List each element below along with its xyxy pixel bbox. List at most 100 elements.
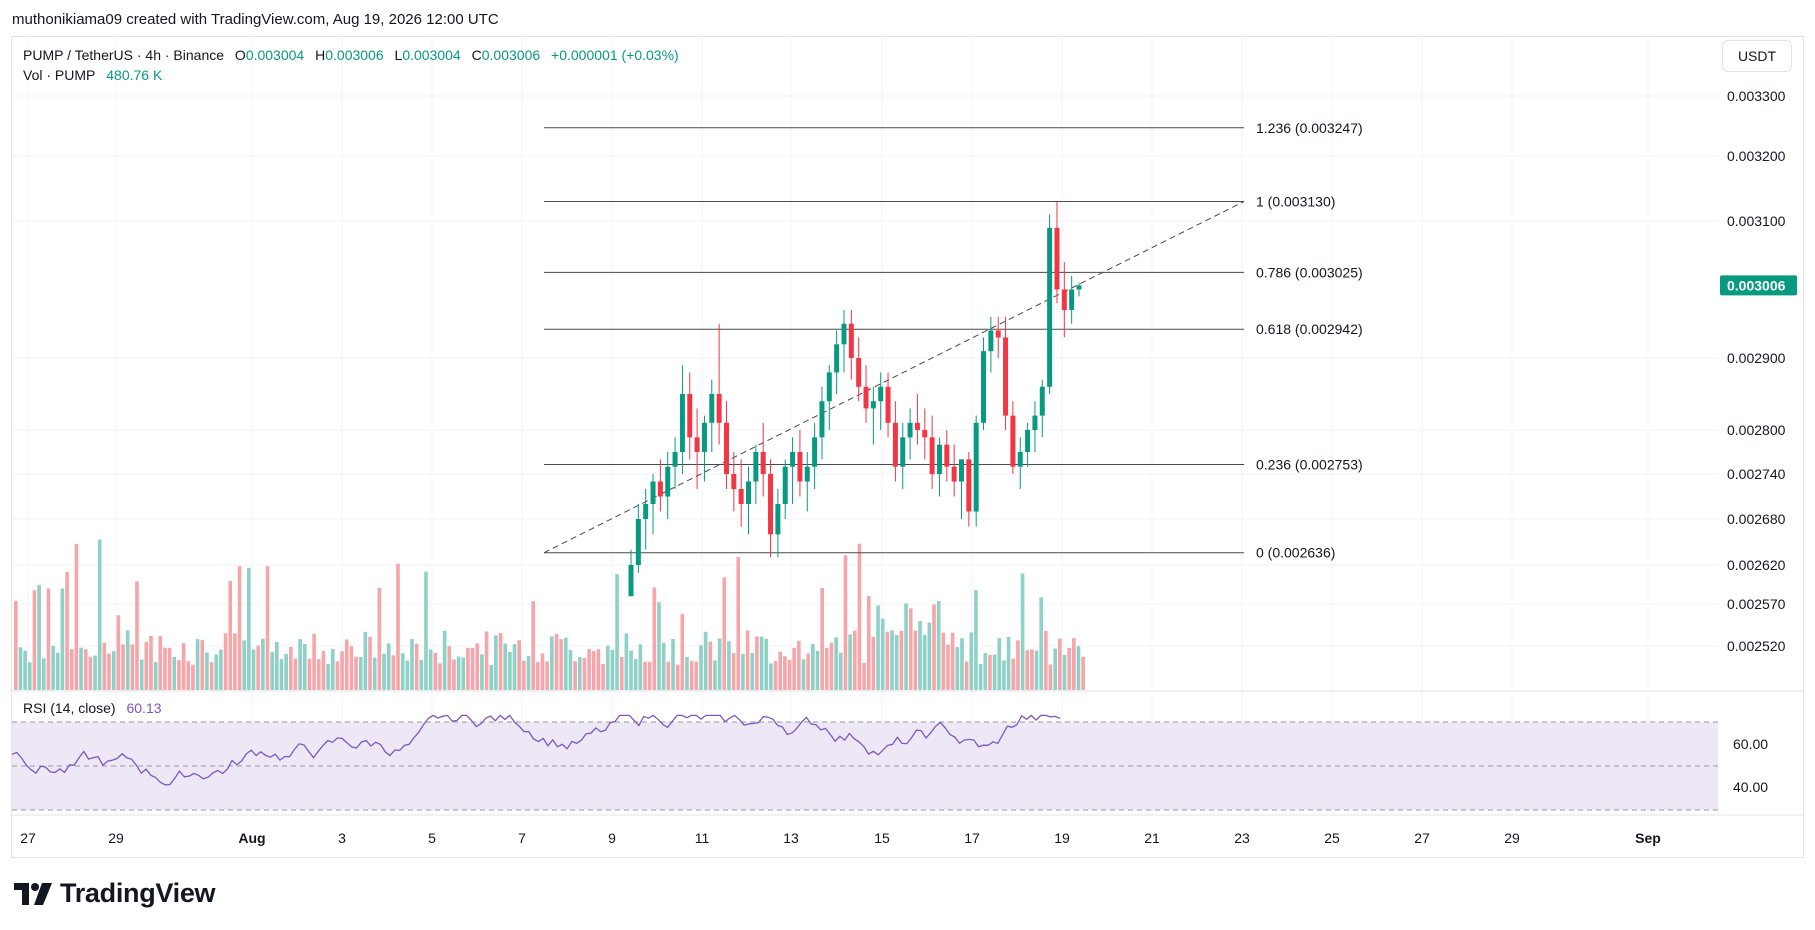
- candle-body: [922, 430, 928, 438]
- volume-bar: [363, 631, 368, 690]
- volume-bar: [997, 637, 1002, 690]
- volume-bar: [978, 664, 983, 690]
- volume-bar: [675, 664, 680, 690]
- currency-button[interactable]: USDT: [1722, 40, 1792, 72]
- candle-body: [812, 437, 818, 467]
- candle-body: [753, 452, 759, 482]
- candle-body: [936, 444, 942, 474]
- time-tick-label: 5: [428, 830, 436, 846]
- tradingview-logo[interactable]: TradingView: [14, 878, 216, 909]
- volume-bar: [438, 663, 442, 690]
- rsi-tick-label: 40.00: [1733, 779, 1768, 795]
- volume-bar: [647, 661, 652, 690]
- candles: [628, 201, 1082, 597]
- volume-bar: [414, 643, 419, 690]
- time-tick-label: 13: [783, 830, 799, 846]
- volume-bar: [480, 654, 484, 690]
- time-tick-label: 15: [874, 830, 890, 846]
- volume-bar: [321, 650, 326, 690]
- candle-body: [981, 351, 987, 423]
- volume-bar: [116, 615, 121, 690]
- symbol-name[interactable]: PUMP / TetherUS · 4h · Binance: [23, 47, 225, 63]
- last-price-badge: [1720, 275, 1797, 296]
- rsi-tick-label: 60.00: [1733, 736, 1768, 752]
- low-value: 0.003004: [402, 47, 461, 63]
- candle-body: [914, 422, 920, 430]
- volume-bar: [783, 656, 787, 690]
- volume-bar: [717, 638, 722, 690]
- volume-bar: [74, 543, 79, 690]
- volume-bar: [759, 636, 764, 690]
- volume-bar: [563, 637, 568, 690]
- time-tick-label: 29: [1504, 830, 1520, 846]
- fib-level-label: 0.618 (0.002942): [1256, 321, 1363, 337]
- fib-level-label: 1 (0.003130): [1256, 194, 1335, 210]
- volume-bar: [508, 652, 512, 690]
- time-tick-label: 7: [518, 830, 526, 846]
- volume-bar: [610, 649, 615, 690]
- volume-bar: [615, 574, 619, 690]
- candle-body: [701, 422, 707, 452]
- rsi-legend[interactable]: RSI (14, close) 60.13: [23, 700, 162, 716]
- candle-body: [870, 401, 876, 409]
- price-tick-label: 0.002800: [1727, 422, 1786, 438]
- volume-bar: [1081, 656, 1085, 690]
- volume-bar: [778, 651, 783, 690]
- volume-bar: [410, 638, 414, 690]
- volume-bar: [223, 633, 228, 690]
- volume-bar: [699, 645, 703, 690]
- volume-bar: [545, 661, 549, 690]
- volume-bar: [279, 659, 284, 690]
- candle-body: [635, 519, 641, 565]
- candle-body: [687, 394, 693, 438]
- volume-bar: [32, 590, 37, 690]
- volume-bar: [619, 656, 624, 690]
- volume-bar: [18, 647, 23, 690]
- candle-body: [878, 386, 884, 402]
- volume-bar: [824, 648, 829, 690]
- candle-body: [995, 330, 1001, 338]
- volume-bar: [251, 649, 256, 690]
- candle-body: [819, 401, 825, 438]
- volume-bar: [862, 662, 866, 690]
- volume-bar: [195, 639, 200, 690]
- price-tick-label: 0.003200: [1727, 148, 1786, 164]
- volume-bar: [400, 653, 405, 690]
- volume-bar: [83, 649, 88, 690]
- volume-bar: [498, 633, 503, 690]
- volume-bar: [209, 662, 214, 690]
- volume-bar: [135, 581, 139, 690]
- time-tick-label: 27: [20, 830, 36, 846]
- volume-label[interactable]: Vol · PUMP: [23, 67, 96, 83]
- volume-bar: [652, 587, 657, 690]
- candle-body: [782, 466, 788, 504]
- volume-bar: [820, 588, 824, 690]
- volume-bar: [1002, 660, 1006, 690]
- volume-bar: [587, 649, 591, 690]
- candle-body: [643, 504, 649, 519]
- volume-bar: [149, 635, 153, 690]
- volume-bar: [46, 588, 51, 690]
- volume-bar: [340, 651, 344, 690]
- volume-value: 480.76 K: [106, 67, 163, 83]
- volume-bar: [531, 601, 535, 690]
- volume-bar: [316, 659, 321, 690]
- volume-bar: [484, 631, 489, 690]
- volume-bar: [1076, 645, 1081, 690]
- volume-bar: [396, 563, 400, 690]
- volume-bar: [27, 662, 32, 690]
- volume-bar: [885, 631, 890, 690]
- volume-bar: [1034, 650, 1039, 690]
- candle-body: [1039, 386, 1045, 416]
- volume-bar: [890, 630, 894, 690]
- open-label: O: [234, 47, 246, 63]
- candle-body: [716, 394, 722, 423]
- candle-body: [1025, 430, 1031, 452]
- volume-bar: [107, 653, 111, 690]
- volume-bar: [577, 657, 582, 690]
- close-label: C: [471, 47, 482, 63]
- volume-bar: [633, 659, 638, 690]
- volume-bar: [1016, 640, 1020, 690]
- trend-line: [543, 201, 1245, 554]
